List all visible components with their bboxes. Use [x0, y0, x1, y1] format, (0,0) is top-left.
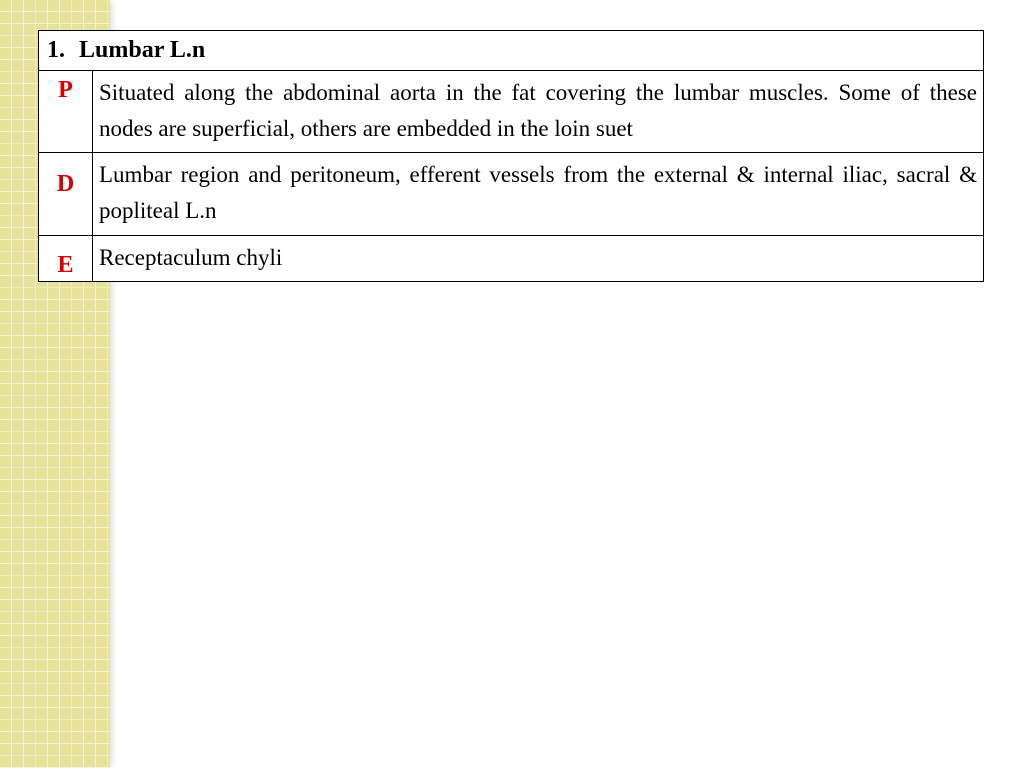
- row-label-p: P: [39, 71, 93, 153]
- header-number: 1.: [47, 37, 79, 64]
- table-row: E Receptaculum chyli: [39, 235, 984, 282]
- row-label-e: E: [39, 235, 93, 282]
- table-row: D Lumbar region and peritoneum, efferent…: [39, 153, 984, 235]
- header-title: Lumbar L.n: [79, 37, 205, 63]
- table-row: P Situated along the abdominal aorta in …: [39, 71, 984, 153]
- table-header-cell: 1.Lumbar L.n: [39, 31, 984, 71]
- row-label-d: D: [39, 153, 93, 235]
- row-text-p: Situated along the abdominal aorta in th…: [93, 71, 984, 153]
- row-text-d: Lumbar region and peritoneum, efferent v…: [93, 153, 984, 235]
- page-area: 1.Lumbar L.n P Situated along the abdomi…: [0, 0, 1024, 768]
- row-text-e: Receptaculum chyli: [93, 235, 984, 282]
- table-header-row: 1.Lumbar L.n: [39, 31, 984, 71]
- content-table: 1.Lumbar L.n P Situated along the abdomi…: [38, 30, 984, 282]
